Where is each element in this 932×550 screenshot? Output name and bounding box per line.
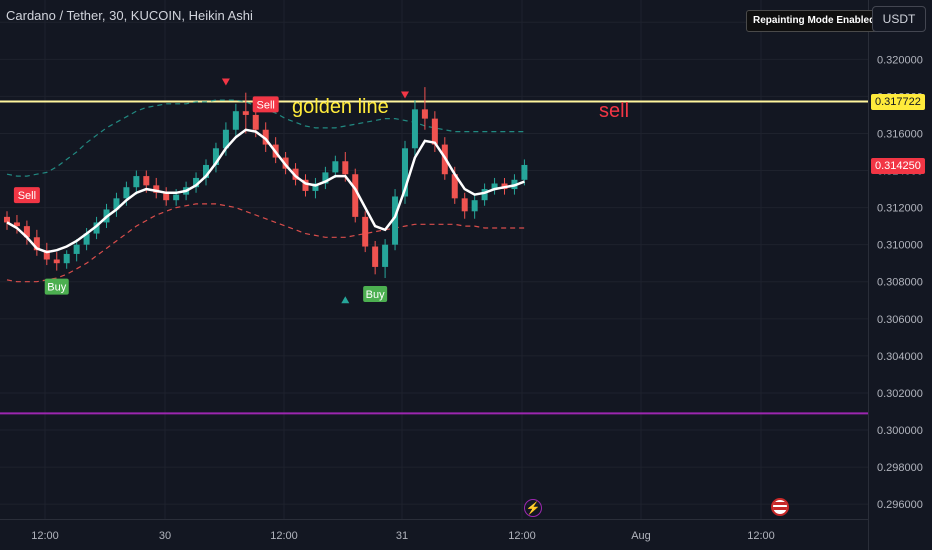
candle-body xyxy=(123,187,130,199)
candle-body xyxy=(232,111,239,130)
price-tick-label: 0.306000 xyxy=(877,314,923,326)
candle-body xyxy=(431,118,438,145)
sell-signal-label xyxy=(252,96,279,113)
candle-body xyxy=(63,253,70,264)
candle-body xyxy=(193,177,200,188)
candle-body xyxy=(451,174,458,199)
candle-body xyxy=(4,216,10,223)
candle-body xyxy=(312,183,319,191)
price-tick-label: 0.304000 xyxy=(877,351,923,363)
candle-body xyxy=(471,200,478,212)
candle-body xyxy=(411,109,418,149)
candle-body xyxy=(372,246,379,267)
lightning-event-icon[interactable]: ⚡ xyxy=(524,499,542,517)
candle-body xyxy=(222,129,229,149)
price-axis[interactable]: 0.3220000.3200000.3180000.3160000.314000… xyxy=(877,17,923,511)
golden-line-price-tag: 0.317722 xyxy=(871,93,925,110)
buy-signal-label xyxy=(44,278,69,295)
currency-button[interactable]: USDT xyxy=(872,6,926,32)
time-axis[interactable]: 12:00 30 12:00 31 12:00 Aug 12:00 xyxy=(31,530,775,542)
candle-body xyxy=(53,259,60,264)
candle-body xyxy=(163,192,170,201)
time-tick-label: 31 xyxy=(396,530,408,542)
candle-body xyxy=(13,222,20,227)
candle-body xyxy=(252,114,259,130)
triangle-up-marker xyxy=(341,296,350,304)
candle-body xyxy=(93,222,100,234)
candle-body xyxy=(242,111,249,115)
signal-markers: Sell Buy Sell Buy xyxy=(13,78,409,304)
us-flag-event-icon[interactable] xyxy=(771,498,789,516)
moving-average-line xyxy=(6,128,525,254)
candle-body xyxy=(133,176,140,188)
candle-body xyxy=(392,196,399,245)
lower-band xyxy=(6,203,525,283)
candle-body xyxy=(362,216,369,247)
candle-body xyxy=(262,129,269,145)
candle-body xyxy=(402,148,408,197)
triangle-down-marker xyxy=(401,91,409,99)
time-tick-label: 12:00 xyxy=(31,530,59,542)
candle-body xyxy=(203,164,209,178)
candle-body xyxy=(421,109,428,119)
price-tick-label: 0.300000 xyxy=(877,425,923,437)
candle-body xyxy=(43,250,50,260)
candle-body xyxy=(73,244,80,254)
candle-body xyxy=(481,189,488,201)
price-tick-label: 0.298000 xyxy=(877,462,923,474)
signal-label-text: Buy xyxy=(366,289,385,301)
candle-body xyxy=(491,183,498,190)
price-tick-label: 0.308000 xyxy=(877,277,923,289)
candle-body xyxy=(143,176,150,186)
candle-body xyxy=(352,174,359,217)
sell-signal-label xyxy=(13,187,40,204)
price-axis-separator xyxy=(868,0,869,550)
candle-body xyxy=(461,198,468,212)
time-tick-label: 12:00 xyxy=(747,530,775,542)
signal-label-text: Sell xyxy=(18,190,36,202)
golden-line-label: golden line xyxy=(292,96,389,118)
price-tick-label: 0.302000 xyxy=(877,388,923,400)
candle-body xyxy=(83,233,90,245)
last-price-tag: 0.314250 xyxy=(871,157,925,174)
repainting-mode-badge: Repainting Mode Enabled xyxy=(746,10,883,32)
candle-body xyxy=(292,168,299,180)
symbol-title[interactable]: Cardano / Tether, 30, KUCOIN, Heikin Ash… xyxy=(6,8,253,23)
price-tick-label: 0.310000 xyxy=(877,240,923,252)
candle-body xyxy=(521,164,528,180)
price-tick-label: 0.312000 xyxy=(877,203,923,215)
candle-body xyxy=(153,185,160,193)
candle-body xyxy=(113,198,120,210)
moving-average xyxy=(6,128,525,254)
candle-body xyxy=(382,244,389,267)
horizontal-lines xyxy=(0,100,868,415)
time-tick-label: 12:00 xyxy=(270,530,298,542)
candle-body xyxy=(23,226,30,238)
candle-body xyxy=(212,148,219,165)
price-tick-label: 0.296000 xyxy=(877,499,923,511)
candle-body xyxy=(302,179,309,191)
candles xyxy=(4,87,528,279)
signal-label-text: Buy xyxy=(47,282,66,294)
time-axis-separator xyxy=(0,519,868,520)
triangle-down-marker xyxy=(221,78,230,86)
time-tick-label: 12:00 xyxy=(508,530,536,542)
candle-body xyxy=(342,161,349,175)
chart-grid xyxy=(0,0,868,519)
candle-body xyxy=(33,237,40,251)
price-tick-label: 0.320000 xyxy=(877,54,923,66)
time-tick-label: 30 xyxy=(159,530,171,542)
sell-annotation: sell xyxy=(599,100,630,122)
candle-body xyxy=(332,161,339,173)
time-tick-label: Aug xyxy=(631,530,651,542)
candle-body xyxy=(173,194,180,201)
signal-label-text: Sell xyxy=(257,99,275,111)
candle-body xyxy=(322,172,329,184)
buy-signal-label xyxy=(363,286,388,303)
price-tick-label: 0.316000 xyxy=(877,128,923,140)
